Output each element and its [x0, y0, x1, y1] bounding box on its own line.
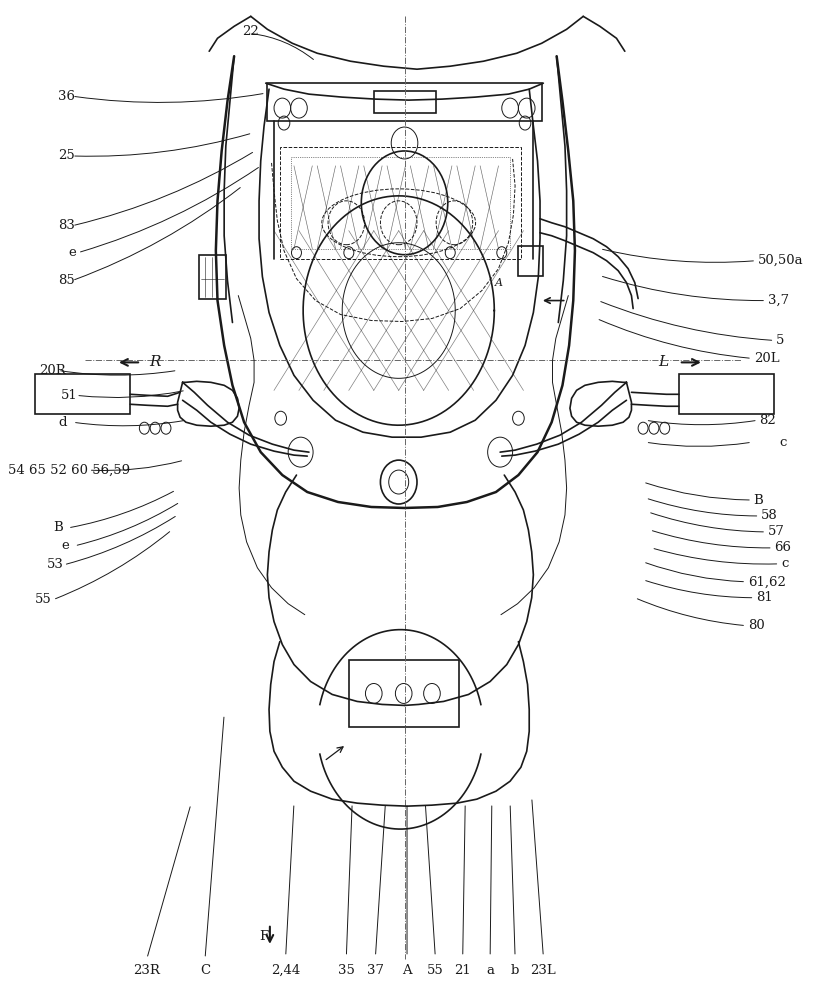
Text: 55: 55 — [427, 964, 444, 977]
Text: A: A — [402, 964, 412, 977]
Text: 50,50a: 50,50a — [758, 254, 803, 267]
Bar — [199, 255, 226, 299]
Text: e: e — [68, 246, 76, 259]
Text: 5: 5 — [776, 334, 785, 347]
Text: A: A — [495, 278, 502, 288]
Bar — [679, 374, 775, 414]
Text: 20R: 20R — [39, 364, 66, 377]
Text: 83: 83 — [58, 219, 75, 232]
Text: c: c — [780, 436, 786, 449]
Text: 61,62: 61,62 — [748, 575, 786, 588]
Text: c: c — [781, 557, 788, 570]
Text: 53: 53 — [47, 558, 64, 571]
Text: a: a — [486, 964, 495, 977]
Bar — [291, 157, 510, 249]
Text: 57: 57 — [768, 525, 785, 538]
Bar — [35, 374, 130, 414]
Bar — [374, 91, 436, 113]
Text: 82: 82 — [760, 414, 776, 427]
Text: B: B — [754, 494, 763, 507]
Text: 51: 51 — [61, 389, 78, 402]
Bar — [349, 660, 459, 727]
Text: b: b — [511, 964, 520, 977]
Bar — [268, 83, 542, 121]
Text: e: e — [61, 539, 69, 552]
Text: R: R — [149, 355, 161, 369]
Text: 37: 37 — [367, 964, 384, 977]
Text: 23R: 23R — [133, 964, 160, 977]
Text: 55: 55 — [35, 593, 52, 606]
Text: 20L: 20L — [754, 352, 779, 365]
Text: 2,44: 2,44 — [271, 964, 300, 977]
Text: 22: 22 — [243, 25, 259, 38]
Text: 81: 81 — [756, 591, 773, 604]
Text: C: C — [200, 964, 210, 977]
Text: 54 65 52 60 56,59: 54 65 52 60 56,59 — [8, 464, 130, 477]
Bar — [280, 147, 521, 259]
Text: 80: 80 — [748, 619, 765, 632]
Bar — [519, 246, 543, 276]
Text: F: F — [259, 930, 269, 943]
Text: 21: 21 — [455, 964, 471, 977]
Text: 23L: 23L — [530, 964, 556, 977]
Text: L: L — [658, 355, 668, 369]
Text: 66: 66 — [775, 541, 791, 554]
Text: 36: 36 — [58, 90, 75, 103]
Text: 85: 85 — [58, 274, 75, 287]
Text: B: B — [53, 521, 63, 534]
Text: 3,7: 3,7 — [768, 294, 789, 307]
Text: 35: 35 — [338, 964, 354, 977]
Text: 25: 25 — [58, 149, 75, 162]
Text: d: d — [58, 416, 67, 429]
Text: 58: 58 — [761, 509, 778, 522]
